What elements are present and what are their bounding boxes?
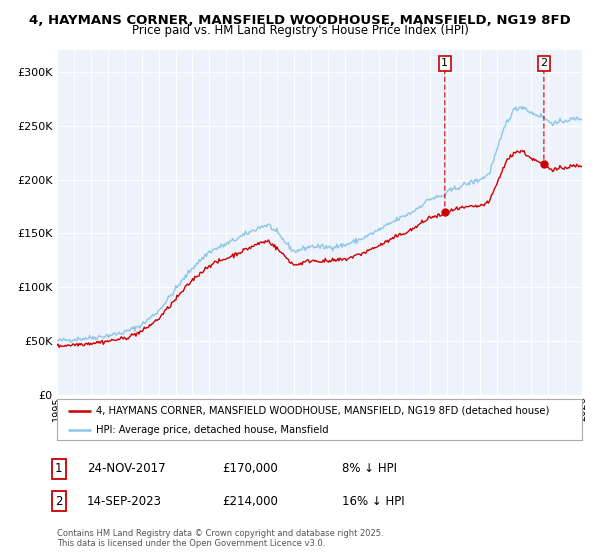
Text: 14-SEP-2023: 14-SEP-2023 <box>87 494 162 508</box>
Text: 24-NOV-2017: 24-NOV-2017 <box>87 462 166 475</box>
Text: £214,000: £214,000 <box>222 494 278 508</box>
Text: 1: 1 <box>442 58 448 68</box>
Text: 4, HAYMANS CORNER, MANSFIELD WOODHOUSE, MANSFIELD, NG19 8FD: 4, HAYMANS CORNER, MANSFIELD WOODHOUSE, … <box>29 14 571 27</box>
Text: 4, HAYMANS CORNER, MANSFIELD WOODHOUSE, MANSFIELD, NG19 8FD (detached house): 4, HAYMANS CORNER, MANSFIELD WOODHOUSE, … <box>97 405 550 416</box>
Text: 16% ↓ HPI: 16% ↓ HPI <box>342 494 404 508</box>
Text: Contains HM Land Registry data © Crown copyright and database right 2025.: Contains HM Land Registry data © Crown c… <box>57 529 383 538</box>
Text: 8% ↓ HPI: 8% ↓ HPI <box>342 462 397 475</box>
Text: HPI: Average price, detached house, Mansfield: HPI: Average price, detached house, Mans… <box>97 424 329 435</box>
Text: 2: 2 <box>55 494 62 508</box>
Text: This data is licensed under the Open Government Licence v3.0.: This data is licensed under the Open Gov… <box>57 539 325 548</box>
Text: 2: 2 <box>541 58 547 68</box>
Text: 1: 1 <box>55 462 62 475</box>
Text: Price paid vs. HM Land Registry's House Price Index (HPI): Price paid vs. HM Land Registry's House … <box>131 24 469 37</box>
Text: £170,000: £170,000 <box>222 462 278 475</box>
